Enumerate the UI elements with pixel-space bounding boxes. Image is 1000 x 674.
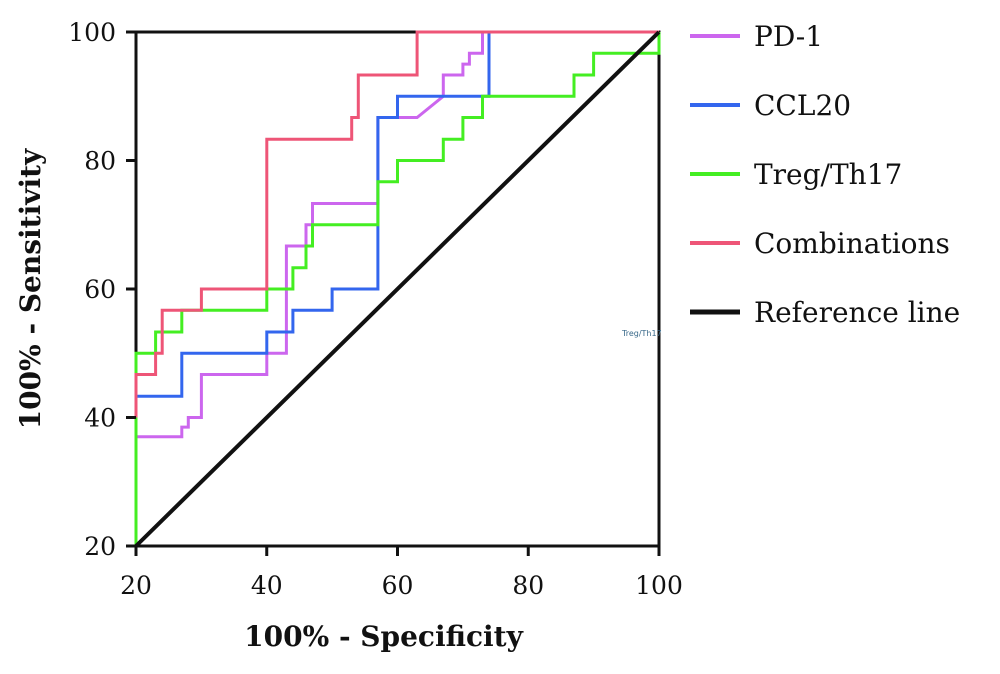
y-tick-label: 60 xyxy=(84,275,116,304)
y-tick-label: 80 xyxy=(84,147,116,176)
x-tick-label: 80 xyxy=(512,571,544,600)
series-line-pd-1 xyxy=(136,30,659,439)
y-axis: 20 40 60 80 100 xyxy=(68,18,136,561)
y-axis-title: 100% - Sensitivity xyxy=(14,148,47,429)
x-tick-label: 60 xyxy=(382,571,414,600)
x-axis-title: 100% - Specificity xyxy=(244,620,523,653)
plot-area xyxy=(134,30,661,548)
series-line-combinations xyxy=(134,30,659,418)
legend: PD-1 CCL20 Treg/Th17 Combinations Reference … xyxy=(690,20,960,329)
legend-label: Combinations xyxy=(754,227,950,260)
legend-label: CCL20 xyxy=(754,89,851,122)
x-tick-label: 40 xyxy=(251,571,283,600)
legend-label: PD-1 xyxy=(754,20,823,53)
stray-series-label: Treg/Th17 xyxy=(621,329,662,338)
legend-label: Treg/Th17 xyxy=(754,158,902,191)
series-line-ccl20 xyxy=(134,30,659,437)
x-tick-label: 100 xyxy=(635,571,683,600)
x-tick-label: 20 xyxy=(120,571,152,600)
series-line-reference-line xyxy=(134,30,661,548)
series-layer xyxy=(134,30,661,548)
y-tick-label: 100 xyxy=(68,18,116,47)
y-tick-label: 20 xyxy=(84,532,116,561)
x-axis: 20 40 60 80 100 xyxy=(120,546,683,600)
legend-label: Reference line xyxy=(754,296,960,329)
y-tick-label: 40 xyxy=(84,404,116,433)
